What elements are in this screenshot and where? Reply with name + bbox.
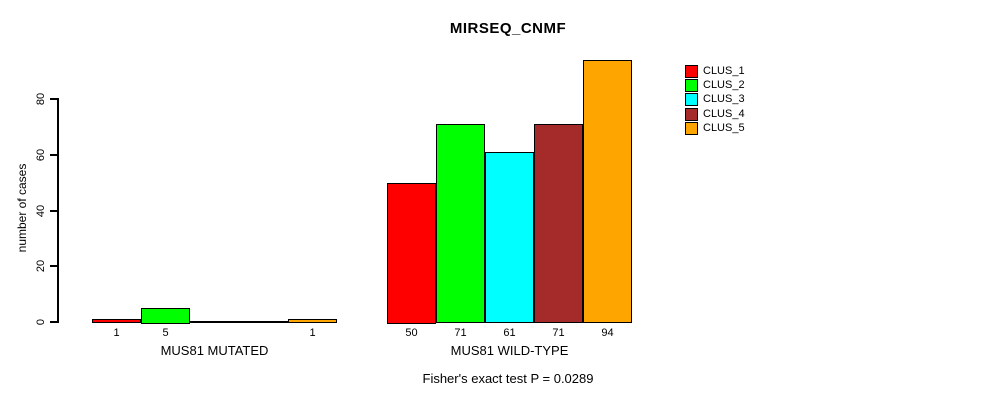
bar-clus_1 (92, 319, 141, 324)
y-tick-label: 80 (35, 92, 47, 106)
legend-swatch (685, 79, 698, 93)
bar-value-label: 61 (503, 327, 516, 339)
legend-item: CLUS_5 (685, 122, 745, 136)
legend-item: CLUS_3 (685, 93, 745, 107)
bar-clus_4 (534, 124, 583, 324)
bar-clus_1 (387, 182, 436, 324)
y-tick-mark (50, 265, 58, 268)
y-tick-mark (50, 209, 58, 212)
y-tick-label: 0 (35, 318, 47, 326)
bar-value-label: 1 (113, 327, 120, 339)
legend-label: CLUS_4 (703, 107, 745, 120)
y-tick-label: 40 (35, 204, 47, 217)
legend-item: CLUS_1 (685, 64, 745, 78)
legend: CLUS_1 CLUS_2 CLUS_3 CLUS_4 CLUS_5 (685, 64, 745, 136)
group-baseline (92, 321, 337, 323)
bar-clus_5 (583, 59, 632, 324)
legend-item: CLUS_2 (685, 78, 745, 93)
bar-value-label: 50 (405, 327, 418, 339)
bar-clus_2 (141, 308, 190, 324)
legend-label: CLUS_5 (703, 122, 745, 135)
bar-value-label: 94 (601, 327, 614, 339)
group-label: MUS81 MUTATED (160, 343, 269, 358)
footer-annotation: Fisher's exact test P = 0.0289 (422, 371, 594, 386)
bar-value-label: 71 (552, 327, 565, 339)
legend-swatch (685, 107, 698, 121)
legend-label: CLUS_3 (703, 93, 745, 106)
y-tick-mark (50, 321, 58, 323)
bar-clus_3 (485, 151, 534, 324)
legend-label: CLUS_1 (703, 64, 745, 77)
bar-clus_2 (436, 124, 485, 324)
legend-swatch (685, 64, 698, 78)
legend-item: CLUS_4 (685, 107, 745, 121)
y-tick-label: 60 (35, 148, 47, 161)
bar-clus_5 (288, 319, 337, 324)
y-tick-mark (50, 98, 58, 100)
bar-value-label: 5 (162, 327, 169, 339)
y-axis-line (57, 98, 59, 323)
legend-swatch (685, 122, 698, 136)
y-tick-label: 20 (35, 260, 47, 273)
chart-title: MIRSEQ_CNMF (449, 20, 567, 37)
group-label: MUS81 WILD-TYPE (450, 343, 569, 358)
bar-value-label: 1 (309, 327, 316, 339)
y-tick-mark (50, 153, 58, 156)
bar-value-label: 71 (454, 327, 467, 339)
legend-label: CLUS_2 (703, 79, 745, 92)
y-axis-label: number of cases (15, 163, 29, 253)
legend-swatch (685, 93, 698, 107)
